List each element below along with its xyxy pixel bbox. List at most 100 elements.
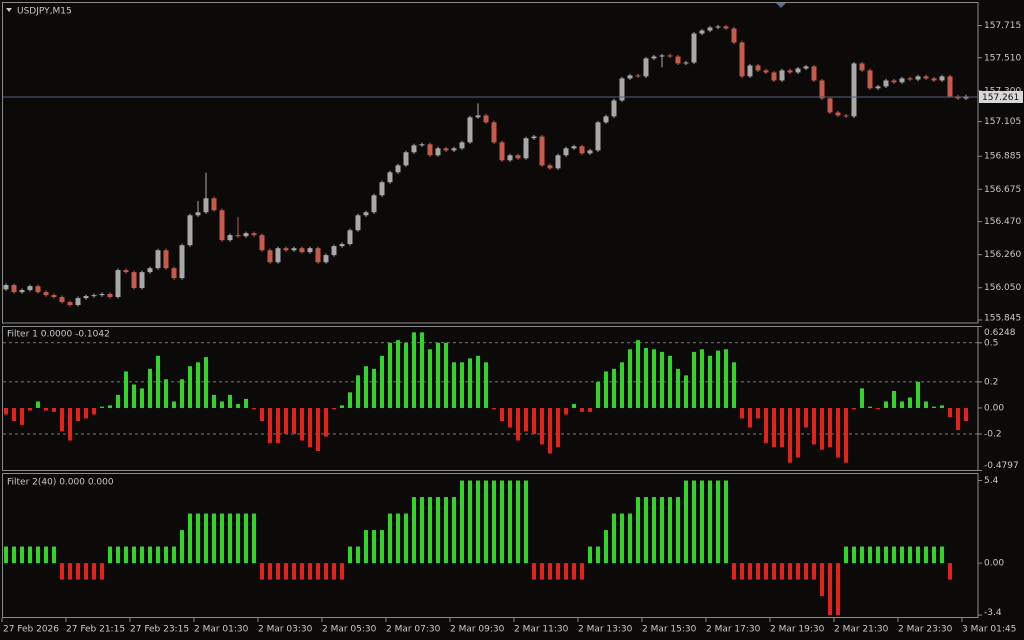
candle-body (659, 55, 665, 57)
candle-body (755, 65, 761, 71)
histogram-bar (612, 513, 616, 564)
histogram-bar (84, 407, 88, 419)
y-tick-label: 5.4 (984, 476, 999, 486)
histogram-bar (564, 407, 568, 415)
histogram-bar (100, 406, 104, 408)
symbol-menu-arrow[interactable] (6, 8, 12, 12)
histogram-bar (404, 513, 408, 564)
candle-body (3, 285, 9, 290)
histogram-bar (348, 546, 352, 564)
histogram-bar (764, 407, 768, 444)
histogram-bar (804, 563, 808, 580)
histogram-bar (372, 368, 376, 408)
candle-body (643, 58, 649, 77)
candle-body (731, 28, 737, 43)
candle-body (467, 117, 473, 143)
candle-body (35, 286, 41, 293)
histogram-bar (956, 407, 960, 431)
histogram-bar (340, 405, 344, 408)
candle-body (923, 76, 929, 79)
candle-body (283, 248, 289, 251)
y-tick-label: 156.885 (984, 152, 1021, 162)
histogram-bar (172, 401, 176, 408)
histogram-bar (948, 563, 952, 580)
histogram-bar (748, 407, 752, 428)
histogram-bar (604, 530, 608, 564)
candle-body (699, 30, 705, 34)
histogram-bar (860, 388, 864, 408)
histogram-bar (916, 381, 920, 408)
histogram-bar (100, 563, 104, 580)
histogram-bar (612, 368, 616, 408)
histogram-bar (876, 546, 880, 564)
histogram-bar (660, 497, 664, 564)
histogram-bar (900, 546, 904, 564)
y-tick-label: -0.4797 (984, 461, 1019, 471)
histogram-bar (908, 397, 912, 408)
candle-body (235, 235, 241, 237)
histogram-bar (532, 407, 536, 435)
filter1-panel-frame (2, 326, 979, 471)
candle-body (339, 244, 345, 247)
candle-body (67, 302, 73, 306)
histogram-bar (572, 563, 576, 580)
candle-body (675, 56, 681, 64)
y-tick-label: 0.2 (984, 377, 998, 387)
histogram-bar (308, 563, 312, 580)
histogram-bar (220, 513, 224, 564)
candle-body (483, 115, 489, 123)
histogram-bar (756, 563, 760, 580)
candle-body (83, 296, 89, 299)
histogram-bar (476, 480, 480, 564)
candle-body (931, 78, 937, 81)
candle-body (531, 136, 537, 139)
candle-body (803, 66, 809, 69)
candle-body (379, 182, 385, 196)
histogram-bar (580, 407, 584, 412)
histogram-bar (420, 497, 424, 564)
histogram-bar (308, 407, 312, 448)
histogram-bar (252, 407, 256, 410)
x-tick-label: 2 Mar 13:30 (578, 625, 633, 635)
candle-body (59, 297, 65, 303)
histogram-bar (652, 497, 656, 564)
histogram-bar (692, 480, 696, 564)
histogram-bar (540, 563, 544, 580)
candle-body (555, 155, 561, 169)
histogram-bar (4, 407, 8, 415)
histogram-bar (476, 355, 480, 408)
candle-body (395, 165, 401, 173)
histogram-bar (820, 407, 824, 450)
histogram-bar (868, 546, 872, 564)
histogram-bar (324, 407, 328, 437)
histogram-bar (684, 480, 688, 564)
histogram-bar (180, 379, 184, 408)
histogram-bar (548, 407, 552, 454)
candle-body (371, 195, 377, 213)
y-tick-label: 156.260 (984, 250, 1021, 260)
candle-body (267, 250, 273, 263)
candle-body (843, 115, 849, 117)
candle-body (939, 76, 945, 81)
candle-body (619, 78, 625, 101)
histogram-bar (164, 546, 168, 564)
histogram-bar (708, 355, 712, 408)
histogram-bar (356, 546, 360, 564)
histogram-bar (44, 546, 48, 564)
x-tick-label: 2 Mar 01:30 (194, 625, 249, 635)
candle-body (107, 294, 113, 298)
histogram-bar (388, 342, 392, 408)
candle-body (811, 66, 817, 81)
candle-body (163, 250, 169, 269)
histogram-bar (780, 563, 784, 580)
candle-body (99, 294, 105, 296)
y-tick-label: 157.715 (984, 21, 1021, 31)
histogram-bar (940, 546, 944, 564)
histogram-bar (228, 394, 232, 408)
histogram-bar (228, 513, 232, 564)
histogram-bar (364, 530, 368, 564)
histogram-bar (796, 563, 800, 580)
histogram-bar (356, 375, 360, 408)
shift-marker (776, 3, 786, 8)
histogram-bar (236, 513, 240, 564)
